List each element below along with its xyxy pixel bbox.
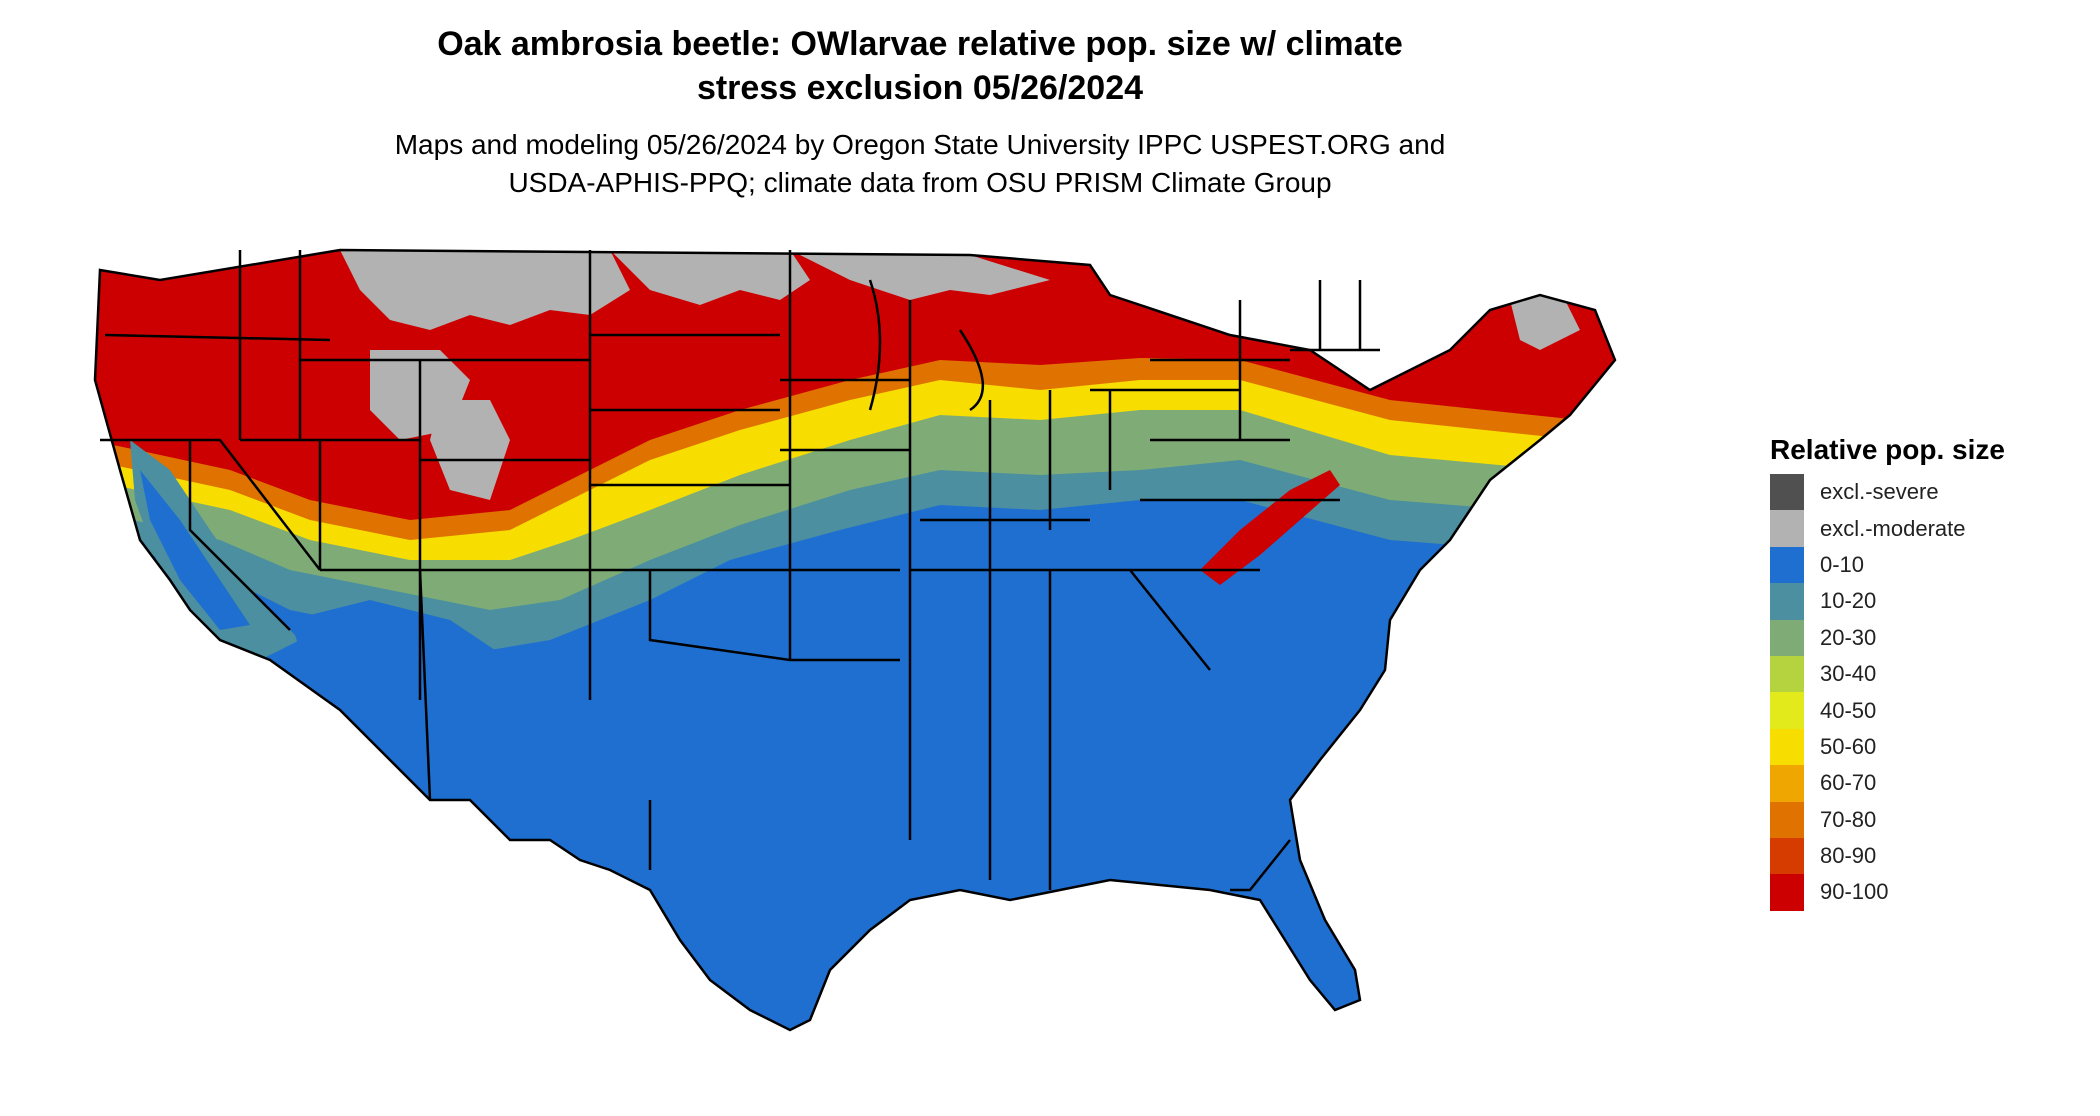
legend-item: 60-70 xyxy=(1770,765,2090,802)
state-boundaries xyxy=(93,248,1617,1032)
zone-california-coast xyxy=(140,470,250,630)
legend-swatch xyxy=(1770,583,1804,620)
zone-excl-north-plains xyxy=(340,250,630,330)
legend-label: 30-40 xyxy=(1820,661,1877,687)
legend-swatch xyxy=(1770,837,1804,875)
legend-swatch xyxy=(1770,655,1804,693)
map-fill-layers xyxy=(95,250,1615,1030)
border-ga-sc xyxy=(1129,569,1211,671)
legend-swatch xyxy=(1770,801,1804,838)
title-line-2: stress exclusion 05/26/2024 xyxy=(696,69,1144,107)
us-map xyxy=(90,240,1770,1110)
us-map-svg xyxy=(93,248,1617,1032)
legend-item: 80-90 xyxy=(1770,837,2090,875)
legend-label: 10-20 xyxy=(1820,588,1877,614)
zone-excl-colorado xyxy=(430,400,510,500)
border-fl-ga xyxy=(1230,839,1291,892)
legend-swatch xyxy=(1770,692,1804,729)
us-outline xyxy=(93,248,1617,1032)
legend-swatch xyxy=(1770,546,1804,584)
map-legend: Relative pop. size excl.-severe excl.-mod… xyxy=(1770,430,2090,911)
legend-swatch xyxy=(1770,474,1804,511)
title-line-1: Oak ambrosia beetle: OWlarvae relative p… xyxy=(437,25,1403,63)
legend-label: 60-70 xyxy=(1820,770,1877,796)
map-subtitle: Maps and modeling 05/26/2024 by Oregon S… xyxy=(0,126,1840,202)
border-ca-nv xyxy=(188,440,291,631)
legend-label: excl.-moderate xyxy=(1820,515,1966,541)
zone-california-valley xyxy=(130,440,300,660)
legend-item: 50-60 xyxy=(1770,728,2090,766)
legend-item: excl.-severe xyxy=(1770,474,2090,511)
legend-label: 90-100 xyxy=(1820,879,1889,905)
subtitle-line-2: USDA-APHIS-PPQ; climate data from OSU PR… xyxy=(508,167,1332,198)
legend-title: Relative pop. size xyxy=(1770,434,2005,465)
border-az-nm xyxy=(418,569,432,801)
zone-excl-dakota xyxy=(610,250,810,305)
border-ok-tx xyxy=(648,570,791,662)
legend-swatch xyxy=(1770,874,1804,911)
border-michigan xyxy=(958,329,985,412)
map-title: Oak ambrosia beetle: OWlarvae relative p… xyxy=(0,22,1840,110)
legend-items: excl.-severe excl.-moderate 0-10 10-20 20-30… xyxy=(1770,474,2090,911)
border-wi-mi xyxy=(868,279,882,411)
legend-item: 30-40 xyxy=(1770,655,2090,693)
zone-southwest-desert xyxy=(290,600,730,870)
legend-item: excl.-moderate xyxy=(1770,510,2090,547)
legend-swatch xyxy=(1770,510,1804,547)
legend-item: 0-10 xyxy=(1770,546,2090,584)
zone-excl-maine xyxy=(1510,290,1580,350)
legend-label: 80-90 xyxy=(1820,843,1877,869)
border-or-ca-nv xyxy=(100,438,321,571)
legend-item: 40-50 xyxy=(1770,692,2090,729)
legend-label: 70-80 xyxy=(1820,806,1877,832)
legend-label: excl.-severe xyxy=(1820,479,1939,505)
legend-label: 0-10 xyxy=(1820,551,1865,577)
legend-label: 50-60 xyxy=(1820,733,1877,759)
legend-swatch xyxy=(1770,619,1804,656)
border-wa-or xyxy=(104,333,331,342)
legend-item: 90-100 xyxy=(1770,874,2090,911)
subtitle-line-1: Maps and modeling 05/26/2024 by Oregon S… xyxy=(394,129,1446,160)
legend-swatch xyxy=(1770,728,1804,766)
legend-item: 10-20 xyxy=(1770,583,2090,620)
legend-label: 20-30 xyxy=(1820,624,1877,650)
legend-swatch xyxy=(1770,765,1804,802)
legend-item: 20-30 xyxy=(1770,619,2090,656)
legend-label: 40-50 xyxy=(1820,697,1877,723)
legend-item: 70-80 xyxy=(1770,801,2090,838)
zone-excl-minnesota xyxy=(790,250,1050,300)
